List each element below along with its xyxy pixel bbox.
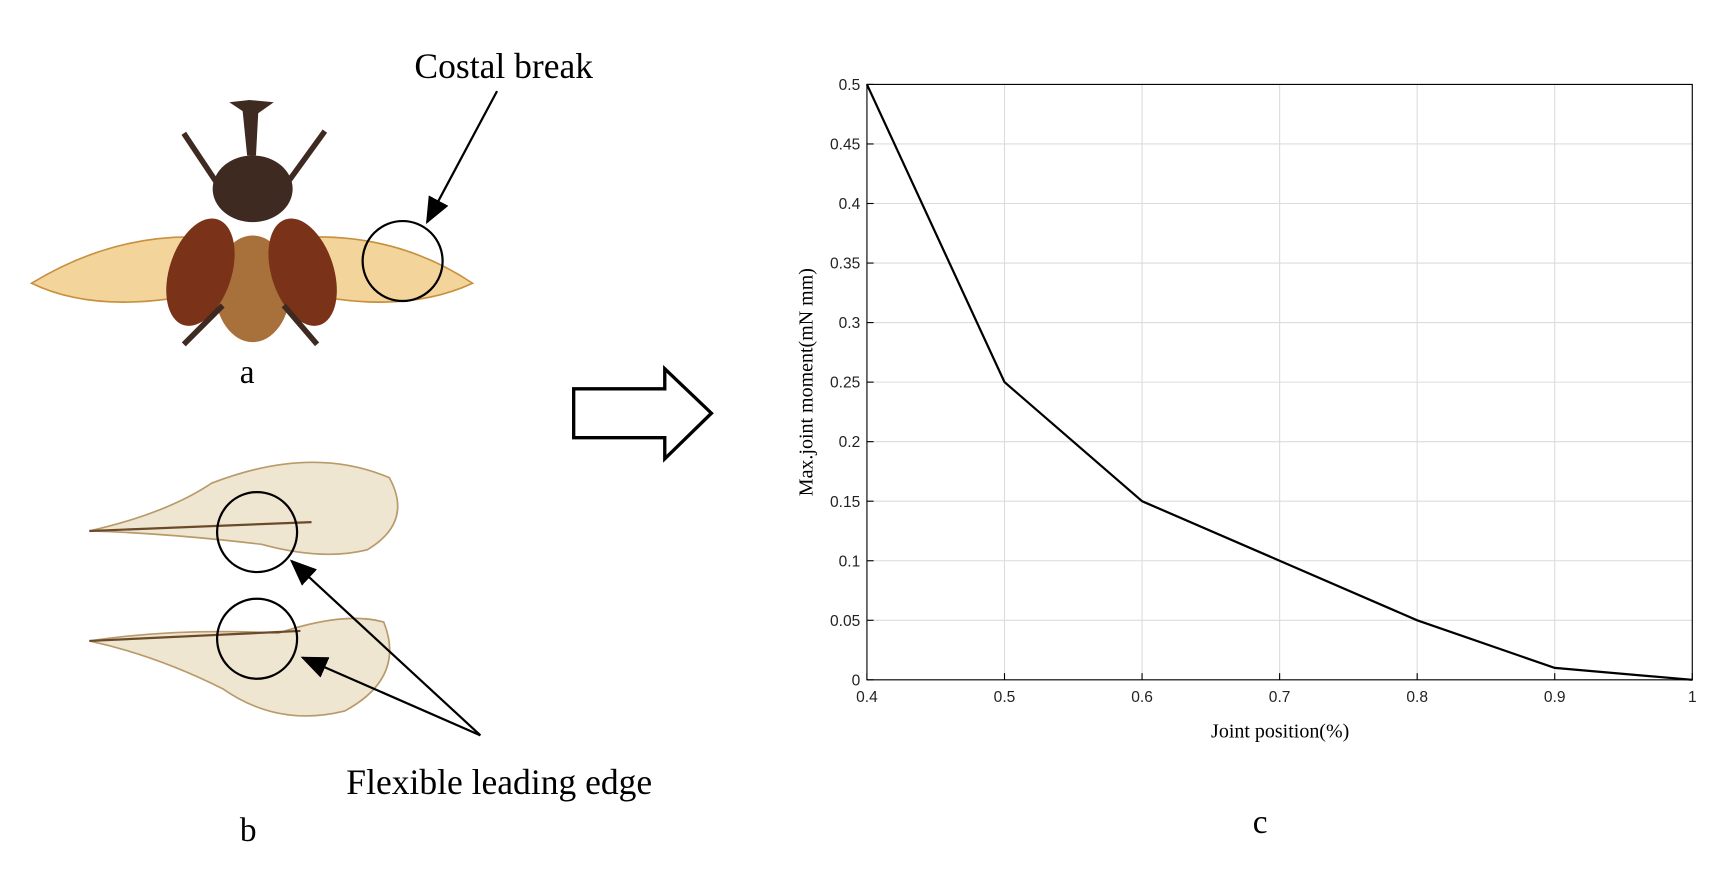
y-tick-label: 0.25: [830, 375, 860, 392]
x-tick-label: 1: [1688, 689, 1697, 706]
flow-arrow: [572, 364, 714, 463]
x-tick-label: 0.9: [1544, 689, 1566, 706]
annotation: Costal break: [414, 46, 593, 86]
panel-label: a: [240, 354, 255, 391]
wing-illustration: [89, 461, 399, 717]
annotation: Flexible leading edge: [346, 762, 652, 802]
x-tick-label: 0.6: [1131, 689, 1153, 706]
x-tick-label: 0.8: [1406, 689, 1428, 706]
y-tick-label: 0.2: [839, 434, 861, 451]
x-axis-label: Joint position(%): [1211, 721, 1349, 743]
data-line: [865, 83, 1693, 681]
y-tick-label: 0: [852, 672, 861, 689]
callout-arrows: [289, 90, 499, 737]
y-tick-label: 0.05: [830, 613, 860, 630]
y-tick-label: 0.35: [830, 256, 860, 273]
y-tick-label: 0.3: [839, 315, 861, 332]
x-tick-label: 0.5: [994, 689, 1016, 706]
panel-label: b: [240, 812, 257, 849]
y-axis-label: Max.joint moment(mN mm): [796, 268, 818, 496]
y-tick-label: 0.45: [830, 137, 860, 154]
panel-label: c: [1253, 804, 1268, 841]
x-tick-label: 0.7: [1269, 689, 1291, 706]
plot-frame: [866, 83, 1693, 681]
y-tick-label: 0.15: [830, 494, 860, 511]
highlight-circles: [215, 219, 444, 680]
y-tick-label: 0.1: [839, 553, 861, 570]
y-tick-label: 0.4: [839, 196, 861, 213]
y-tick-label: 0.5: [839, 77, 861, 94]
x-tick-label: 0.4: [856, 689, 878, 706]
beetle-illustration: [29, 99, 475, 347]
